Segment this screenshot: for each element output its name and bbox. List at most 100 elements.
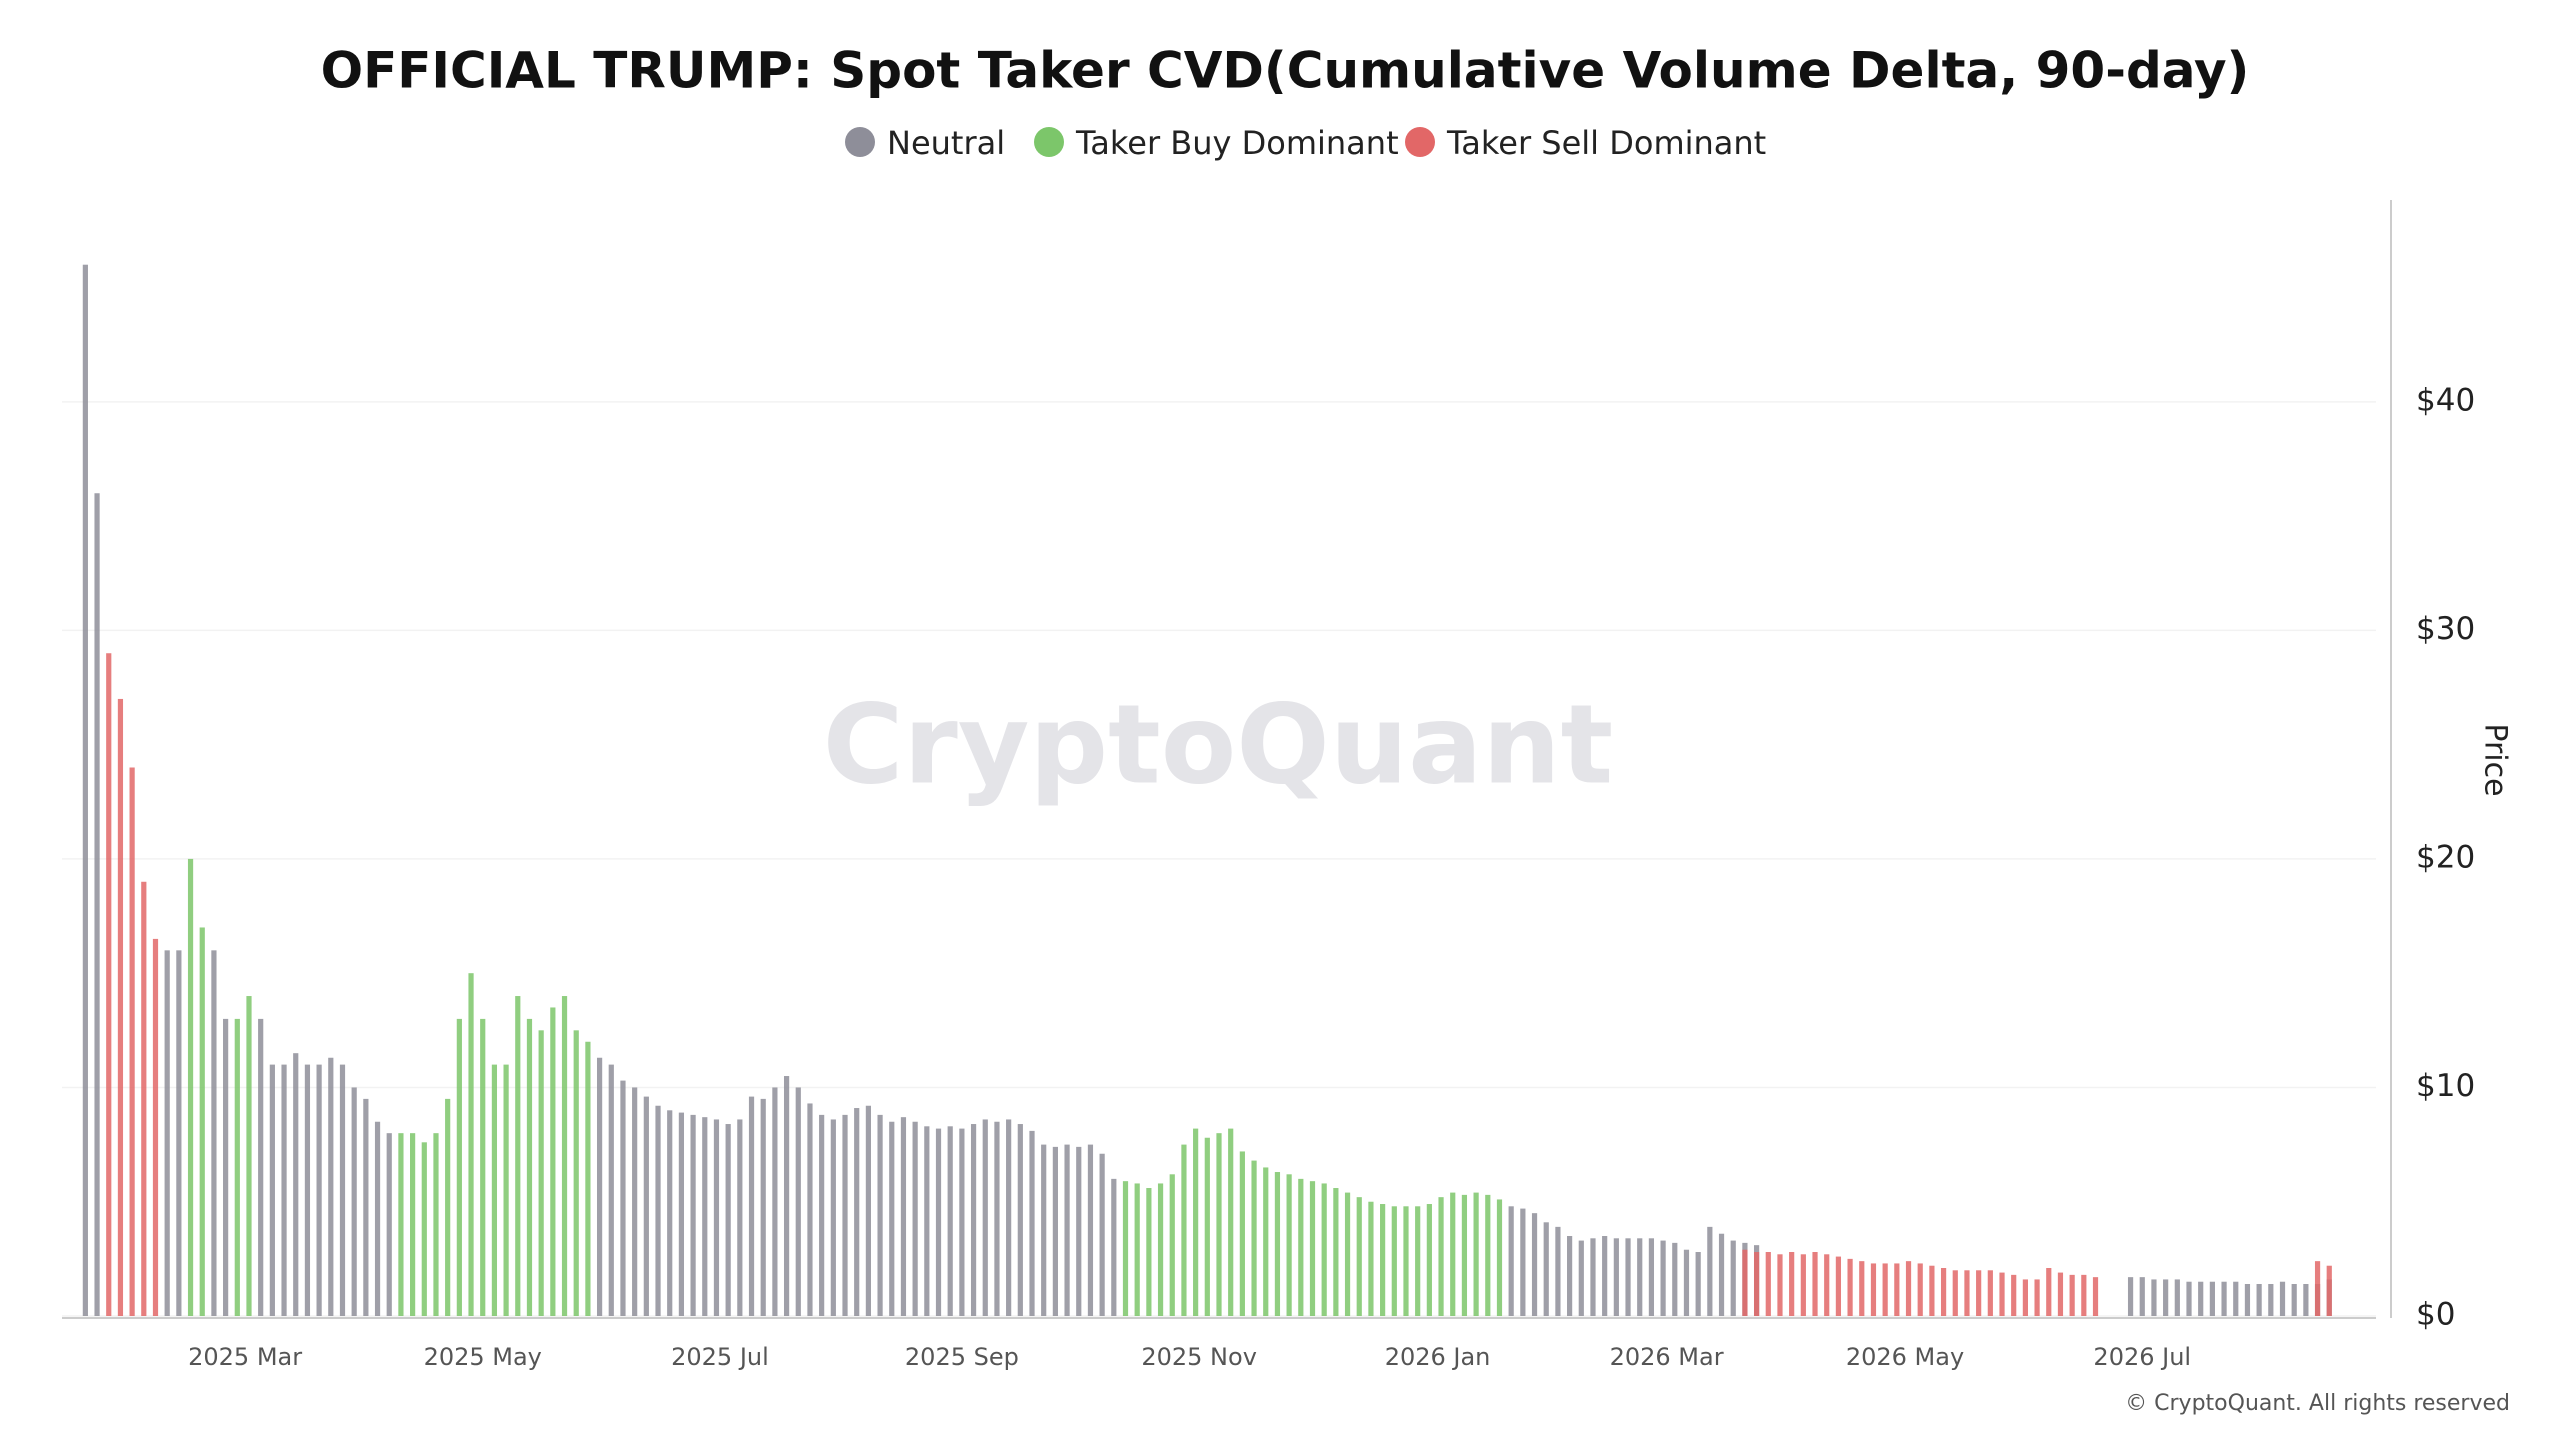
bar xyxy=(2233,1281,2239,1316)
bar xyxy=(667,1110,673,1316)
bar xyxy=(445,1098,451,1316)
bar xyxy=(1894,1263,1900,1316)
bar xyxy=(199,927,205,1316)
bar xyxy=(1835,1256,1842,1316)
bar xyxy=(468,973,474,1316)
bar xyxy=(842,1114,848,1316)
legend-marker xyxy=(1405,127,1435,157)
watermark: CryptoQuant xyxy=(823,680,1614,808)
bar xyxy=(491,1064,498,1316)
bar xyxy=(596,1057,603,1316)
bar xyxy=(877,1114,883,1316)
bar xyxy=(2139,1277,2145,1316)
copyright: © CryptoQuant. All rights reserved xyxy=(2125,1391,2510,1416)
bar xyxy=(807,1103,813,1316)
bar xyxy=(1543,1222,1549,1316)
bar xyxy=(1041,1144,1047,1316)
bar xyxy=(1613,1238,1619,1316)
bar xyxy=(2256,1284,2262,1316)
bar xyxy=(1625,1238,1631,1316)
bar xyxy=(819,1114,825,1316)
bar xyxy=(620,1080,626,1316)
bar xyxy=(176,950,182,1316)
bar xyxy=(526,1018,533,1316)
bar xyxy=(690,1114,696,1316)
bar xyxy=(106,653,112,1316)
bar xyxy=(2268,1284,2274,1316)
bar xyxy=(1029,1130,1035,1316)
bar xyxy=(1976,1270,1982,1316)
bar xyxy=(129,767,135,1316)
y-tick-label: $40 xyxy=(2416,382,2475,418)
bar xyxy=(1473,1192,1479,1316)
legend-marker xyxy=(845,127,875,157)
bar xyxy=(1987,1270,1993,1316)
legend-label: Taker Buy Dominant xyxy=(1075,124,1399,162)
bar xyxy=(293,1053,299,1316)
bar xyxy=(1683,1249,1690,1316)
bar xyxy=(2174,1279,2180,1316)
bar xyxy=(1263,1167,1269,1316)
bar xyxy=(1450,1192,1456,1316)
y-axis-label: Price xyxy=(2478,723,2513,796)
bar xyxy=(2022,1279,2028,1316)
bar xyxy=(1905,1261,1912,1316)
bar xyxy=(2279,1281,2286,1316)
bar xyxy=(410,1133,416,1316)
bar xyxy=(900,1117,907,1316)
bar xyxy=(1508,1206,1514,1316)
bar xyxy=(2209,1281,2215,1316)
bar xyxy=(1286,1174,1292,1316)
bar xyxy=(608,1064,614,1316)
bar xyxy=(1181,1144,1187,1316)
bar xyxy=(1637,1238,1643,1316)
x-tick-label: 2026 Jul xyxy=(2093,1343,2191,1371)
bar xyxy=(1952,1270,1958,1316)
bar xyxy=(1929,1265,1935,1316)
bar xyxy=(1520,1208,1526,1316)
bar xyxy=(211,950,217,1316)
bar xyxy=(1602,1236,1608,1316)
bar xyxy=(246,996,252,1316)
bar xyxy=(1309,1181,1316,1316)
bar xyxy=(328,1057,334,1316)
bar xyxy=(1426,1204,1432,1316)
bar xyxy=(2034,1279,2040,1316)
bar xyxy=(994,1121,1000,1316)
bar xyxy=(2314,1261,2321,1316)
bar xyxy=(1789,1252,1795,1316)
bar xyxy=(655,1105,661,1316)
bar xyxy=(1391,1206,1397,1316)
bar xyxy=(2198,1281,2204,1316)
bar xyxy=(1380,1204,1386,1316)
bar xyxy=(772,1087,778,1316)
bar xyxy=(2151,1279,2157,1316)
bar xyxy=(1531,1213,1538,1316)
bar xyxy=(1403,1206,1409,1316)
bar xyxy=(1298,1178,1304,1316)
bar xyxy=(1087,1144,1094,1316)
bar xyxy=(561,996,568,1316)
bar xyxy=(573,1030,579,1316)
bar xyxy=(725,1124,731,1316)
bar xyxy=(795,1087,801,1316)
x-tick-label: 2025 Jul xyxy=(671,1343,769,1371)
bar xyxy=(1964,1270,1970,1316)
bar xyxy=(1204,1137,1210,1316)
bar xyxy=(339,1064,346,1316)
bar xyxy=(351,1087,357,1316)
bar xyxy=(1239,1151,1245,1316)
bar xyxy=(187,858,194,1316)
bar xyxy=(1064,1144,1070,1316)
legend-label: Neutral xyxy=(887,124,1005,162)
bar xyxy=(1496,1199,1503,1316)
bar xyxy=(1216,1133,1222,1316)
bar xyxy=(1672,1242,1678,1316)
y-tick-label: $10 xyxy=(2416,1068,2475,1104)
bar xyxy=(234,1018,240,1316)
bar xyxy=(258,1018,264,1316)
bar xyxy=(117,698,124,1316)
bar xyxy=(1052,1146,1058,1316)
bar xyxy=(1368,1201,1374,1316)
bar xyxy=(865,1105,871,1316)
